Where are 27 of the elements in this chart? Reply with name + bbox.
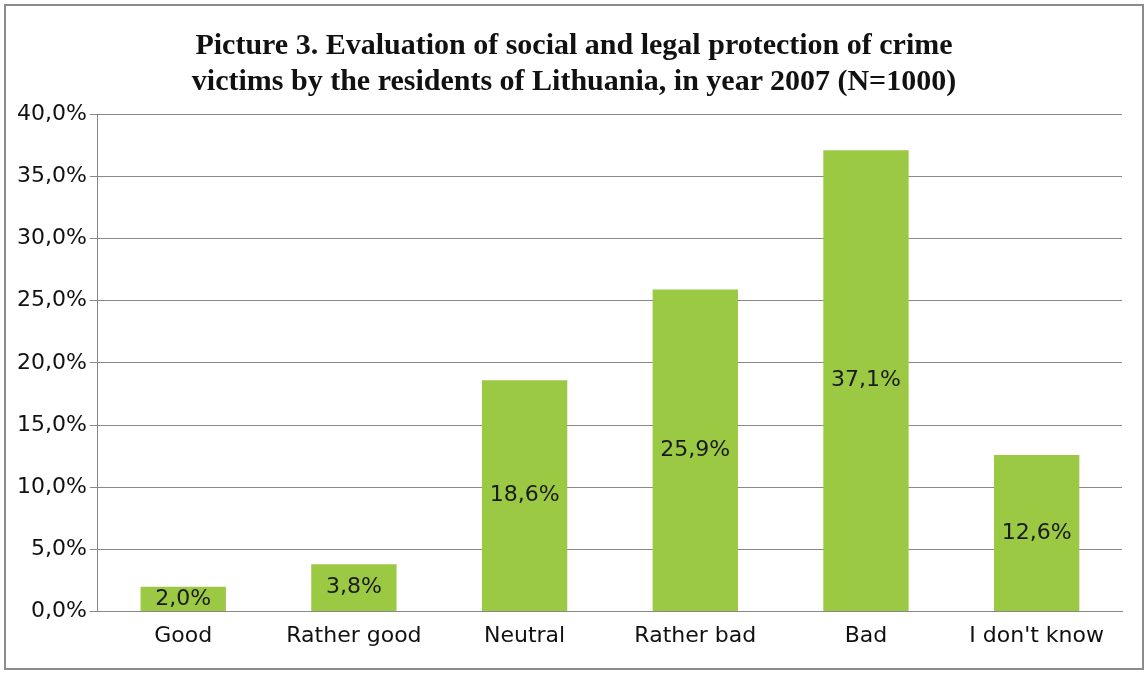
data-label: 12,6%: [1001, 518, 1072, 544]
x-tick-label: Good: [154, 621, 213, 647]
data-label: 2,0%: [155, 584, 212, 610]
y-tick-label: 0,0%: [30, 597, 87, 623]
y-tick-label: 5,0%: [30, 535, 87, 561]
chart-title: Picture 3. Evaluation of social and legal protection of crime victims by the residents of Lithuania, in year 2007 (N=1000): [190, 26, 958, 98]
x-tick-label: I don't know: [969, 621, 1104, 647]
y-tick-label: 10,0%: [17, 472, 87, 498]
x-tick-label: Rather good: [286, 621, 422, 647]
data-label: 3,8%: [325, 573, 382, 599]
y-tick-label: 25,0%: [17, 286, 87, 312]
y-tick-label: 20,0%: [17, 348, 87, 374]
y-tick-label: 30,0%: [17, 224, 87, 250]
y-tick-label: 35,0%: [17, 162, 87, 188]
bar: [823, 150, 909, 612]
bar: [993, 454, 1080, 612]
y-tick-label: 40,0%: [17, 99, 87, 125]
data-label: 25,9%: [660, 436, 731, 462]
bar: [311, 564, 397, 612]
data-label: 18,6%: [489, 481, 560, 507]
bar: [481, 380, 568, 612]
data-label: 37,1%: [831, 366, 901, 392]
x-tick-label: Neutral: [484, 621, 566, 647]
y-tick-label: 15,0%: [17, 410, 87, 436]
x-tick-label: Bad: [844, 621, 888, 647]
bar: [652, 289, 738, 612]
x-tick-label: Rather bad: [634, 621, 757, 647]
